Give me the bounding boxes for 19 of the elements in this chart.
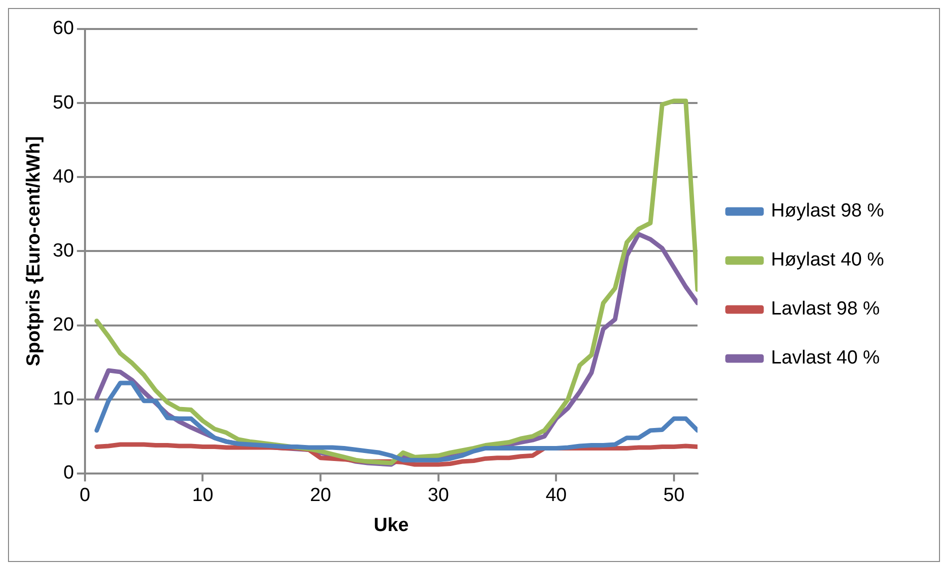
x-tick-label: 0 bbox=[80, 485, 90, 506]
y-tick-label: 30 bbox=[52, 240, 74, 262]
x-tick-label: 40 bbox=[546, 485, 567, 506]
legend-label: Høylast 98 % bbox=[771, 200, 884, 222]
x-tick-label: 30 bbox=[428, 485, 449, 506]
legend-label: Lavlast 98 % bbox=[771, 298, 880, 320]
x-tick-label: 10 bbox=[192, 485, 214, 506]
y-tick-label: 40 bbox=[52, 166, 74, 188]
y-tick-label: 20 bbox=[52, 314, 74, 336]
x-axis-title: Uke bbox=[374, 514, 409, 536]
y-tick-label: 10 bbox=[52, 388, 74, 410]
legend-label: Høylast 40 % bbox=[771, 250, 884, 271]
y-tick-label: 0 bbox=[63, 462, 74, 484]
x-tick-label: 20 bbox=[310, 485, 332, 506]
y-tick-label: 50 bbox=[52, 92, 74, 114]
x-tick-label: 50 bbox=[663, 485, 685, 506]
y-tick-label: 60 bbox=[52, 18, 74, 40]
y-axis-title: Spotpris {Euro-cent/kWh] bbox=[24, 136, 45, 366]
legend-label: Lavlast 40 % bbox=[771, 348, 880, 369]
